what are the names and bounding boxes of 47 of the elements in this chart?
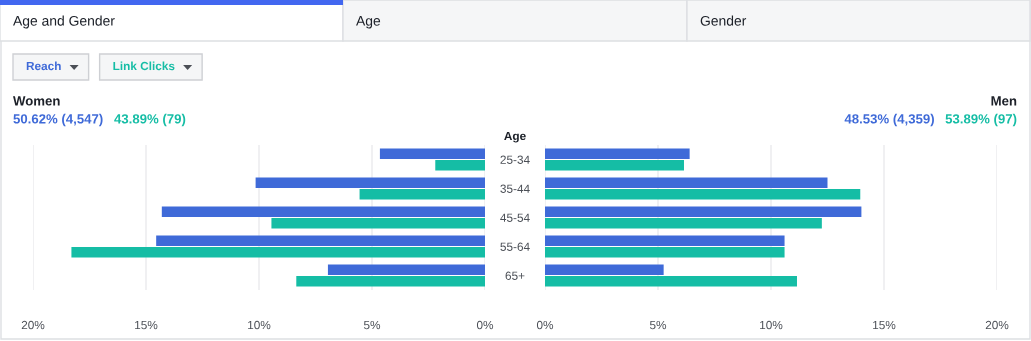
y-tick-label: 65+ xyxy=(505,271,525,280)
bar xyxy=(161,206,485,217)
x-tick-label: 10% xyxy=(760,320,783,330)
bar xyxy=(545,189,861,200)
y-axis-title: Age xyxy=(504,131,526,143)
x-tick-label: 0% xyxy=(476,320,494,330)
x-tick-label: 5% xyxy=(363,320,381,330)
y-tick-label: 45-54 xyxy=(500,213,530,222)
text: Reach xyxy=(26,61,61,71)
bar xyxy=(545,206,862,217)
text: Age xyxy=(356,16,381,29)
x-tick-label: 15% xyxy=(135,320,158,330)
bar xyxy=(545,264,664,275)
bar xyxy=(545,247,785,258)
bar xyxy=(379,148,485,159)
x-tick-label: 20% xyxy=(21,320,45,330)
y-tick-label: 55-64 xyxy=(500,242,530,251)
bar xyxy=(545,160,684,171)
text: Gender xyxy=(700,15,747,26)
bar xyxy=(545,218,822,229)
text: 48.53% (4,359) xyxy=(844,113,934,127)
y-tick-label: 35-44 xyxy=(500,184,530,193)
x-tick-label: 15% xyxy=(873,320,896,330)
text: 50.62% (4,547) xyxy=(13,113,103,127)
chart-title: Women xyxy=(13,96,60,106)
bar xyxy=(359,189,485,200)
bar xyxy=(271,218,485,229)
bar xyxy=(435,160,485,171)
x-tick-label: 10% xyxy=(248,320,271,330)
bar xyxy=(545,177,828,188)
x-tick-label: 0% xyxy=(536,320,554,330)
text: 43.89% (79) xyxy=(114,113,186,127)
x-tick-label: 20% xyxy=(985,320,1009,330)
bar xyxy=(545,235,785,246)
bar xyxy=(71,247,485,258)
bar xyxy=(255,177,485,188)
text: 53.89% (97) xyxy=(945,113,1017,127)
bar xyxy=(545,276,797,287)
x-tick-label: 5% xyxy=(649,320,667,330)
bar xyxy=(545,148,690,159)
text: Age and Gender xyxy=(13,15,115,29)
bar xyxy=(156,235,485,246)
bar xyxy=(327,264,485,275)
chart-title: Men xyxy=(991,96,1017,106)
text: Link Clicks xyxy=(113,61,175,71)
bar xyxy=(296,276,485,287)
y-tick-label: 25-34 xyxy=(500,155,530,164)
